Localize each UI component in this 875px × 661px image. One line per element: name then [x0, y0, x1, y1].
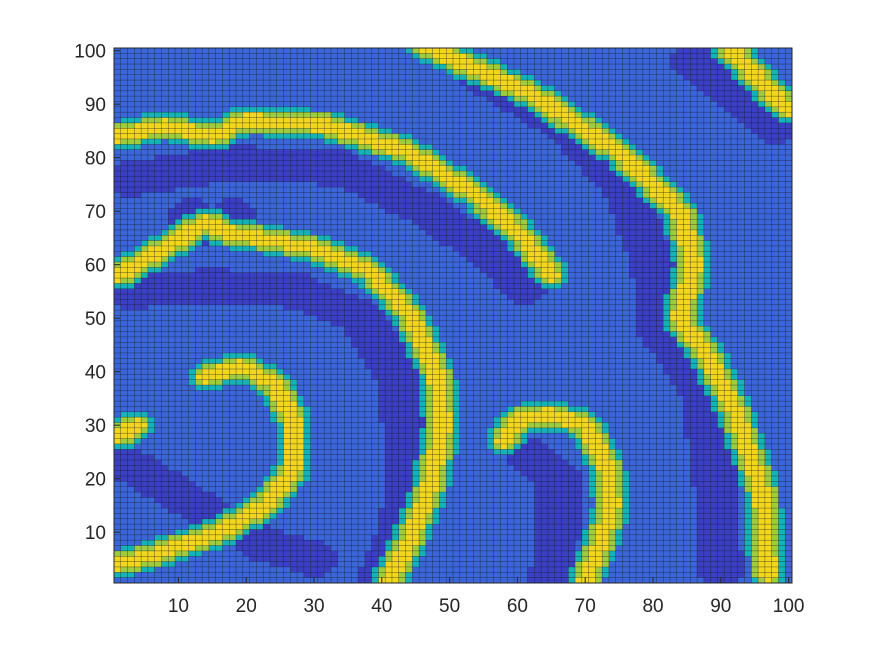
y-tick-label: 70: [85, 202, 106, 223]
y-tick-label: 80: [85, 149, 106, 170]
y-tick-label: 60: [85, 256, 106, 277]
x-tick-label: 90: [710, 596, 731, 617]
x-tick-label: 10: [168, 596, 189, 617]
y-tick-label: 20: [85, 470, 106, 491]
x-tick-label: 100: [773, 596, 805, 617]
x-tick-label: 80: [642, 596, 663, 617]
x-tick-label: 30: [303, 596, 324, 617]
y-axis-ticks: 10 20 30 40 50 60 70 80 90 100: [74, 42, 120, 544]
x-tick-label: 70: [575, 596, 596, 617]
y-tick-label: 50: [85, 309, 106, 330]
axes-box: [113, 47, 793, 584]
x-tick-label: 40: [371, 596, 392, 617]
x-tick-label: 60: [507, 596, 528, 617]
x-tick-label: 20: [236, 596, 257, 617]
y-tick-label: 10: [85, 523, 106, 544]
y-tick-label: 30: [85, 416, 106, 437]
x-axis-ticks: 10 20 30 40 50 60 70 80 90 100: [168, 577, 805, 617]
y-tick-label: 90: [85, 95, 106, 116]
y-tick-label: 40: [85, 363, 106, 384]
cell-grid: [113, 47, 793, 584]
y-tick-label: 100: [74, 42, 106, 63]
x-tick-label: 50: [439, 596, 460, 617]
cell-grid-lines: [113, 47, 793, 584]
